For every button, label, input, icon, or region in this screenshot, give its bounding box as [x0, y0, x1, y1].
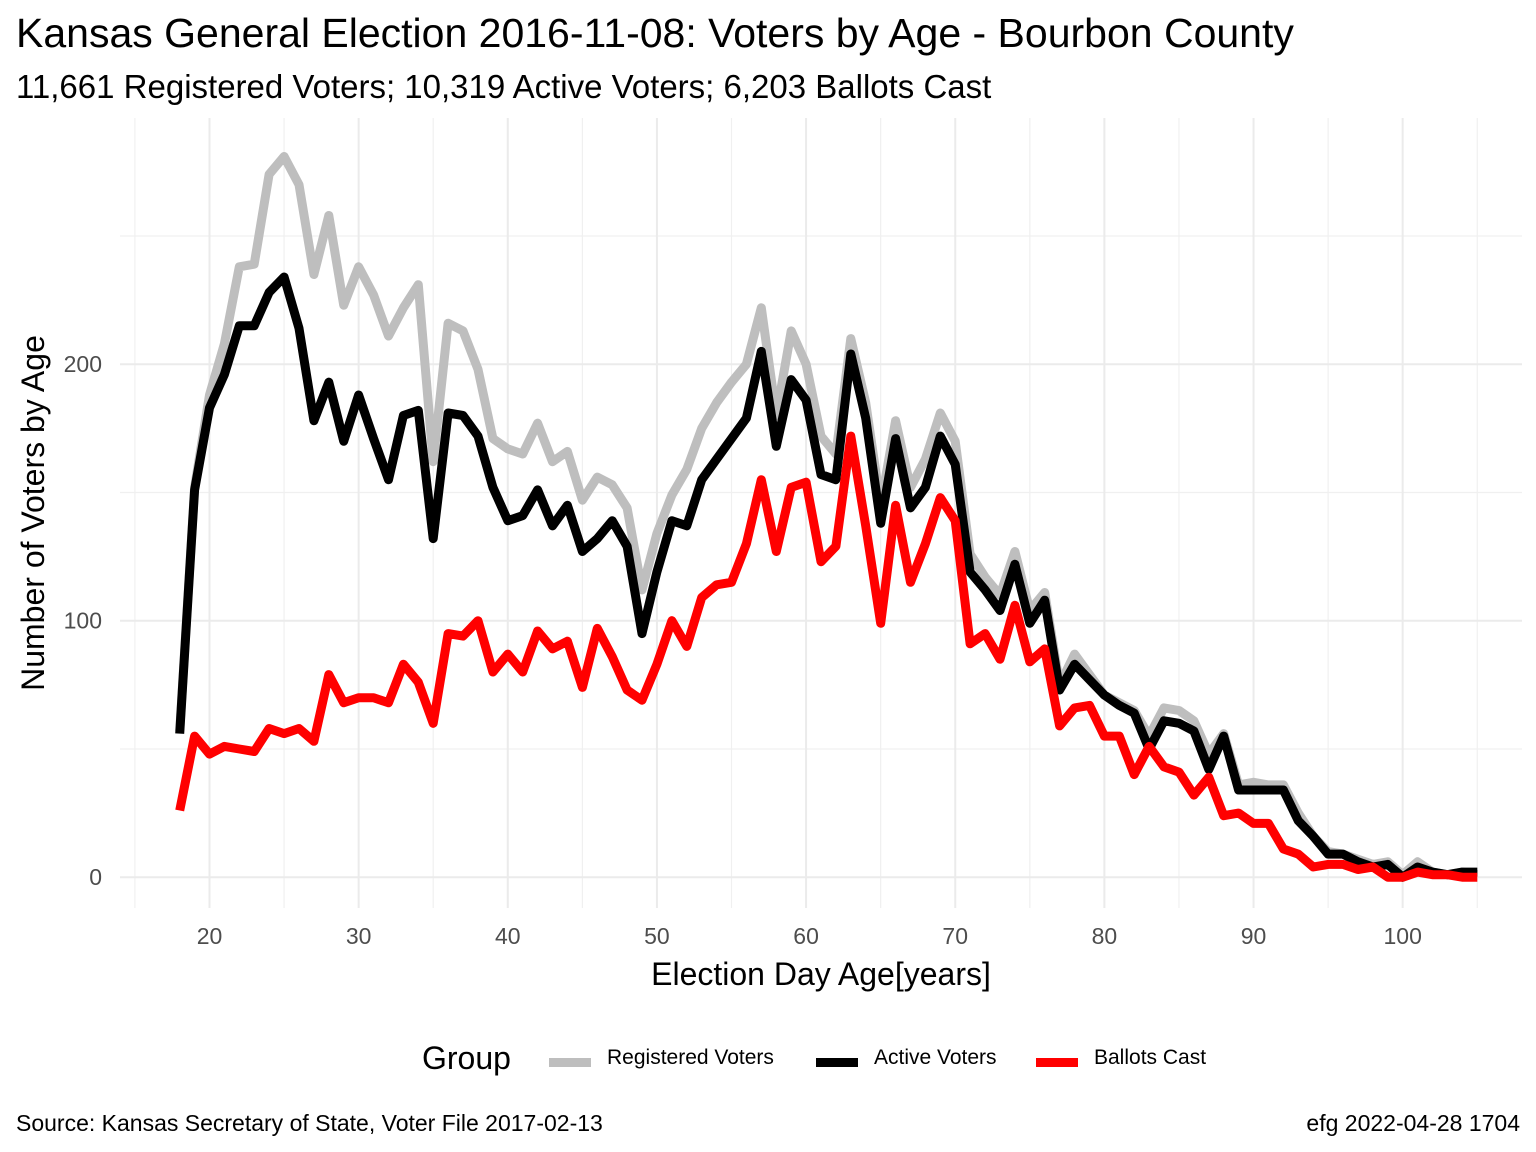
legend-label-registered-voters: Registered Voters: [607, 1046, 774, 1069]
chart-title: Kansas General Election 2016-11-08: Vote…: [16, 10, 1294, 56]
legend-label-ballots-cast: Ballots Cast: [1094, 1046, 1207, 1069]
legend-title: Group: [422, 1040, 511, 1076]
legend-key-registered-voters: [549, 1058, 591, 1067]
y-tick-label: 100: [64, 608, 102, 634]
credit-caption: efg 2022-04-28 1704: [1306, 1110, 1520, 1136]
x-tick-label: 80: [1092, 923, 1118, 949]
y-axis-tick-labels: 0 100 200: [64, 351, 102, 890]
legend-label-active-voters: Active Voters: [874, 1046, 997, 1069]
x-tick-label: 20: [197, 923, 223, 949]
line-chart: 20 30 40 50 60 70 80 90 100 0 100 200 Election Day…: [15, 118, 1522, 992]
source-caption: Source: Kansas Secretary of State, Voter…: [16, 1110, 603, 1136]
x-tick-label: 100: [1383, 923, 1421, 949]
series-lines: [175, 152, 1479, 882]
x-tick-label: 30: [346, 923, 372, 949]
chart-subtitle: 11,661 Registered Voters; 10,319 Active …: [16, 68, 992, 105]
x-tick-label: 40: [495, 923, 521, 949]
x-tick-label: 50: [644, 923, 670, 949]
x-tick-label: 70: [942, 923, 968, 949]
legend-key-active-voters: [816, 1058, 858, 1067]
x-axis-tick-labels: 20 30 40 50 60 70 80 90 100: [197, 923, 1422, 949]
y-tick-label: 0: [89, 864, 102, 890]
x-tick-label: 60: [793, 923, 819, 949]
x-axis-title: Election Day Age[years]: [651, 956, 991, 992]
y-axis-title: Number of Voters by Age: [15, 335, 51, 691]
legend: Group Registered Voters Active Voters Ba…: [0, 1040, 1536, 1084]
legend-key-ballots-cast: [1036, 1058, 1078, 1067]
series-line-active-voters: [175, 272, 1478, 882]
x-tick-label: 90: [1241, 923, 1267, 949]
series-line-ballots-cast: [175, 431, 1478, 882]
series-line-registered-voters: [175, 152, 1479, 880]
y-tick-label: 200: [64, 351, 102, 377]
